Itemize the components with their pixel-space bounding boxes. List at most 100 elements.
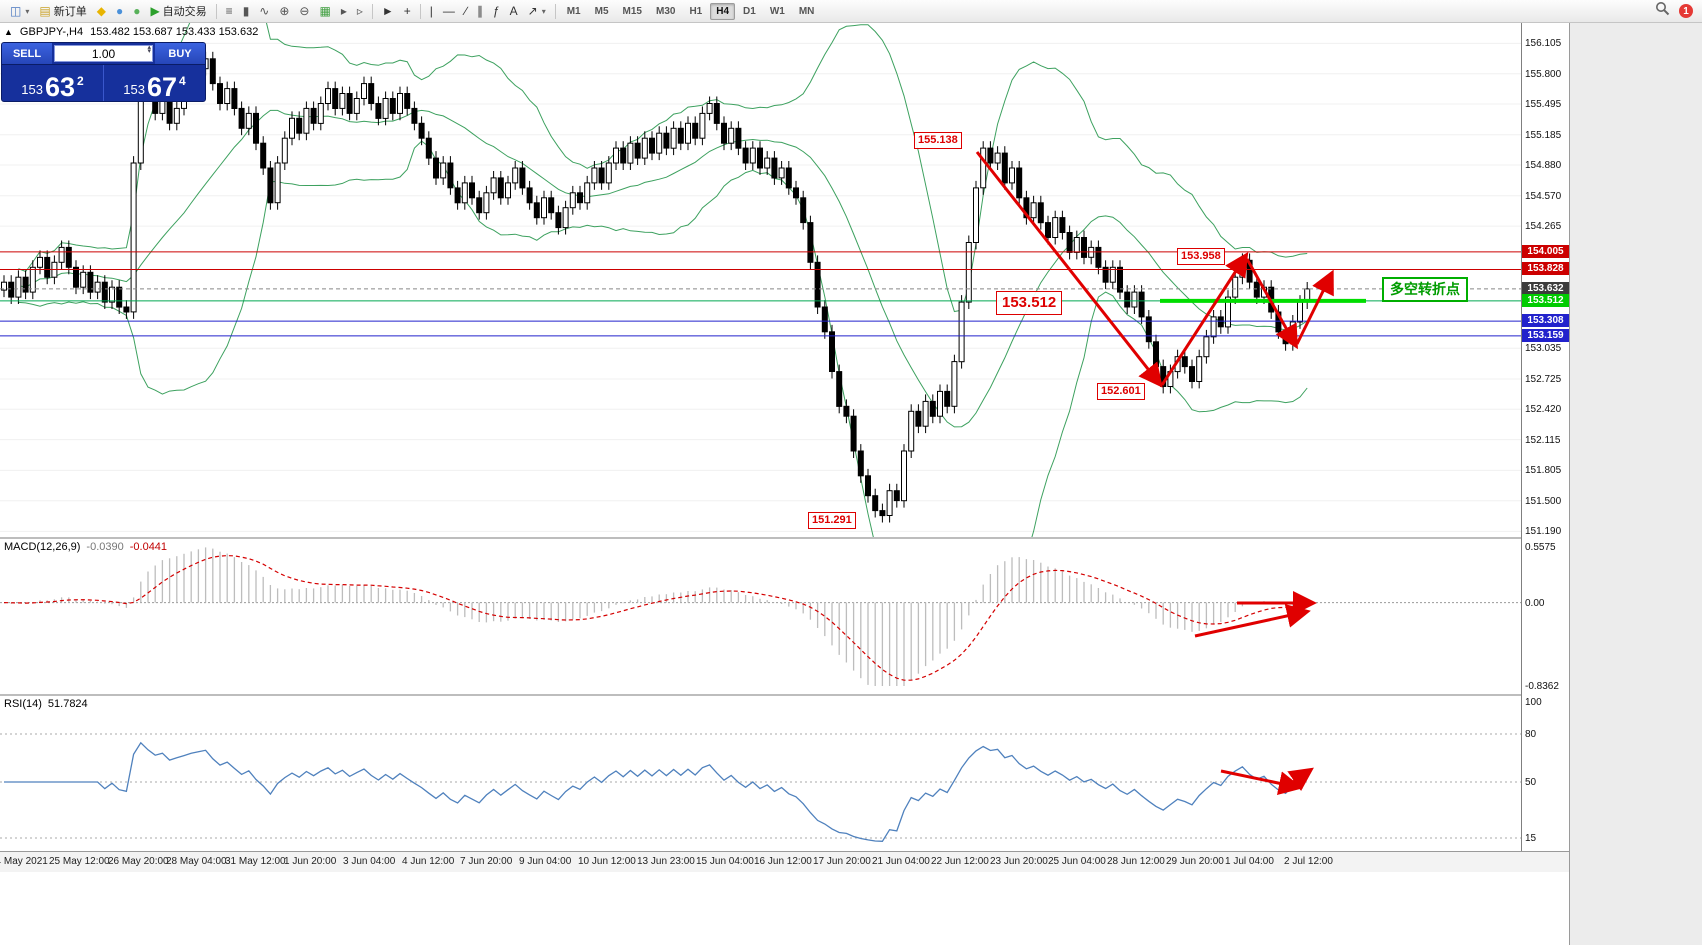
rsi-chart[interactable]: [0, 696, 1521, 851]
time-axis-label: 3 Jun 04:00: [343, 856, 396, 867]
main-price-chart[interactable]: [0, 23, 1521, 537]
rsi-value: 51.7824: [47, 698, 88, 710]
macd-axis-tick: 0.5575: [1525, 542, 1556, 553]
time-axis-label: 24 May 2021: [0, 856, 48, 867]
zoom-out[interactable]: ⊖: [294, 0, 314, 22]
ohlc-line: ▲ GBPJPY-,H4 153.482 153.687 153.433 153…: [4, 26, 258, 38]
symbol-expand-icon[interactable]: ▲: [4, 27, 13, 37]
horizontal-line-tool-icon: —: [442, 4, 455, 18]
turning-point-annotation[interactable]: 多空转折点: [1382, 277, 1468, 302]
pane-divider[interactable]: [0, 694, 1569, 696]
bollinger-bands: [18, 23, 1308, 537]
trendline-tool[interactable]: ∕: [460, 0, 472, 22]
timeframe-h1[interactable]: H1: [689, 5, 703, 17]
vertical-line-tool-icon: |: [429, 4, 433, 18]
horizontal-line-tool[interactable]: —: [438, 0, 460, 22]
price-axis-tick: 152.725: [1525, 374, 1562, 385]
price-annotation[interactable]: 153.958: [1177, 248, 1225, 265]
time-axis-label: 29 Jun 20:00: [1166, 856, 1224, 867]
buy-price[interactable]: 153 67 4: [103, 65, 205, 101]
arrows-tool[interactable]: ↗ ▾: [523, 0, 551, 22]
buy-button[interactable]: BUY: [155, 43, 205, 64]
lot-spin-down-icon[interactable]: ▾: [147, 48, 151, 56]
cursor-tool[interactable]: ►: [377, 0, 399, 22]
vertical-line-tool[interactable]: |: [425, 0, 438, 22]
sell-price[interactable]: 153 63 2: [2, 65, 103, 101]
toolbar-separator: [554, 3, 556, 19]
trendline-tool-icon: ∕: [464, 4, 467, 18]
sell-button[interactable]: SELL: [2, 43, 52, 64]
new-order[interactable]: ▤ 新订单: [34, 0, 91, 22]
tile-windows[interactable]: ▦: [314, 0, 335, 22]
macd-axis-tick: -0.8362: [1525, 681, 1559, 692]
chart-shift[interactable]: ▹: [352, 0, 368, 22]
rsi-level-lines: [0, 733, 1521, 839]
line-chart-mode-icon: ∿: [259, 4, 270, 18]
price-levels[interactable]: [0, 251, 1521, 337]
price-annotation[interactable]: 152.601: [1097, 383, 1145, 400]
trend-arrows[interactable]: [975, 151, 1334, 388]
rsi-trend-arrows[interactable]: [1220, 767, 1314, 796]
text-tool-icon: A: [509, 4, 518, 18]
fibonacci-tool[interactable]: ƒ: [488, 0, 505, 22]
search-icon[interactable]: [1655, 1, 1670, 21]
timeframe-m1[interactable]: M1: [566, 5, 581, 17]
time-axis-label: 28 May 04:00: [166, 856, 227, 867]
market-watch[interactable]: ●: [111, 0, 128, 22]
strategy-tester[interactable]: ●: [128, 0, 145, 22]
timeframe-d1[interactable]: D1: [743, 5, 756, 17]
timeframe-w1[interactable]: W1: [769, 5, 785, 17]
macd-trend-arrows[interactable]: [1194, 591, 1317, 638]
channel-tool[interactable]: ∥: [472, 0, 488, 22]
time-axis-label: 25 May 12:00: [49, 856, 110, 867]
timeframe-h4[interactable]: H4: [710, 2, 736, 20]
symbol-title: GBPJPY-,H4: [19, 26, 84, 38]
timeframe-m5[interactable]: M5: [594, 5, 609, 17]
crosshair-tool[interactable]: +: [399, 0, 416, 22]
market-watch-icon: ●: [115, 4, 124, 18]
price-axis-tick: 151.805: [1525, 465, 1562, 476]
timeframe-mn[interactable]: MN: [798, 5, 815, 17]
zoom-in[interactable]: ⊕: [274, 0, 294, 22]
lot-size-input[interactable]: 1.00 ▴ ▾: [54, 44, 153, 62]
macd-pane: MACD(12,26,9) -0.0390 -0.0441: [0, 539, 1521, 694]
one-click-trading-panel: SELL 1.00 ▴ ▾ BUY 153 63 2 153 67 4: [1, 42, 206, 102]
rsi-pane: RSI(14) 51.7824: [0, 696, 1521, 851]
line-chart-mode[interactable]: ∿: [254, 0, 274, 22]
bar-chart-mode[interactable]: ≡: [221, 0, 238, 22]
candles: [1, 51, 1311, 523]
lot-size-value: 1.00: [91, 46, 116, 61]
time-axis-label: 9 Jun 04:00: [519, 856, 572, 867]
price-annotation[interactable]: 155.138: [914, 132, 962, 149]
text-tool[interactable]: A: [505, 0, 523, 22]
time-axis-label: 7 Jun 20:00: [460, 856, 513, 867]
time-axis-label: 26 May 20:00: [108, 856, 169, 867]
lot-spinner[interactable]: ▴ ▾: [147, 44, 151, 56]
time-axis-label: 1 Jul 04:00: [1225, 856, 1274, 867]
auto-scroll-icon: ▸: [340, 4, 347, 18]
price-level-badge: 153.828: [1522, 262, 1569, 275]
lot-spin-up-icon[interactable]: ▴: [147, 44, 151, 51]
time-axis-label: 4 Jun 12:00: [402, 856, 455, 867]
timeframe-m30[interactable]: M30: [655, 5, 676, 17]
timeframe-m15[interactable]: M15: [622, 5, 642, 17]
price-level-badge: 153.512: [1522, 294, 1569, 307]
macd-chart[interactable]: [0, 539, 1521, 694]
buy-price-sup: 4: [179, 74, 186, 88]
notification-badge[interactable]: 1: [1679, 4, 1693, 18]
new-chart[interactable]: ◫ ▾: [5, 0, 34, 22]
autotrading[interactable]: ▶ 自动交易: [145, 0, 211, 22]
metaeditor[interactable]: ◆: [92, 0, 111, 22]
candlestick-mode-icon: ▮: [242, 4, 250, 18]
pane-divider[interactable]: [0, 537, 1569, 539]
price-axis-tick: 155.800: [1525, 69, 1562, 80]
ohlc-values: 153.482 153.687 153.433 153.632: [90, 26, 259, 38]
price-axis[interactable]: 156.105 155.800 155.495 155.185 154.880 154.5…: [1521, 23, 1569, 871]
price-annotation[interactable]: 153.512: [996, 291, 1063, 316]
autotrading-label: 自动交易: [162, 6, 207, 18]
price-level-badge: 154.005: [1522, 245, 1569, 258]
auto-scroll[interactable]: ▸: [336, 0, 352, 22]
price-annotation[interactable]: 151.291: [808, 512, 856, 529]
candlestick-mode[interactable]: ▮: [238, 0, 255, 22]
